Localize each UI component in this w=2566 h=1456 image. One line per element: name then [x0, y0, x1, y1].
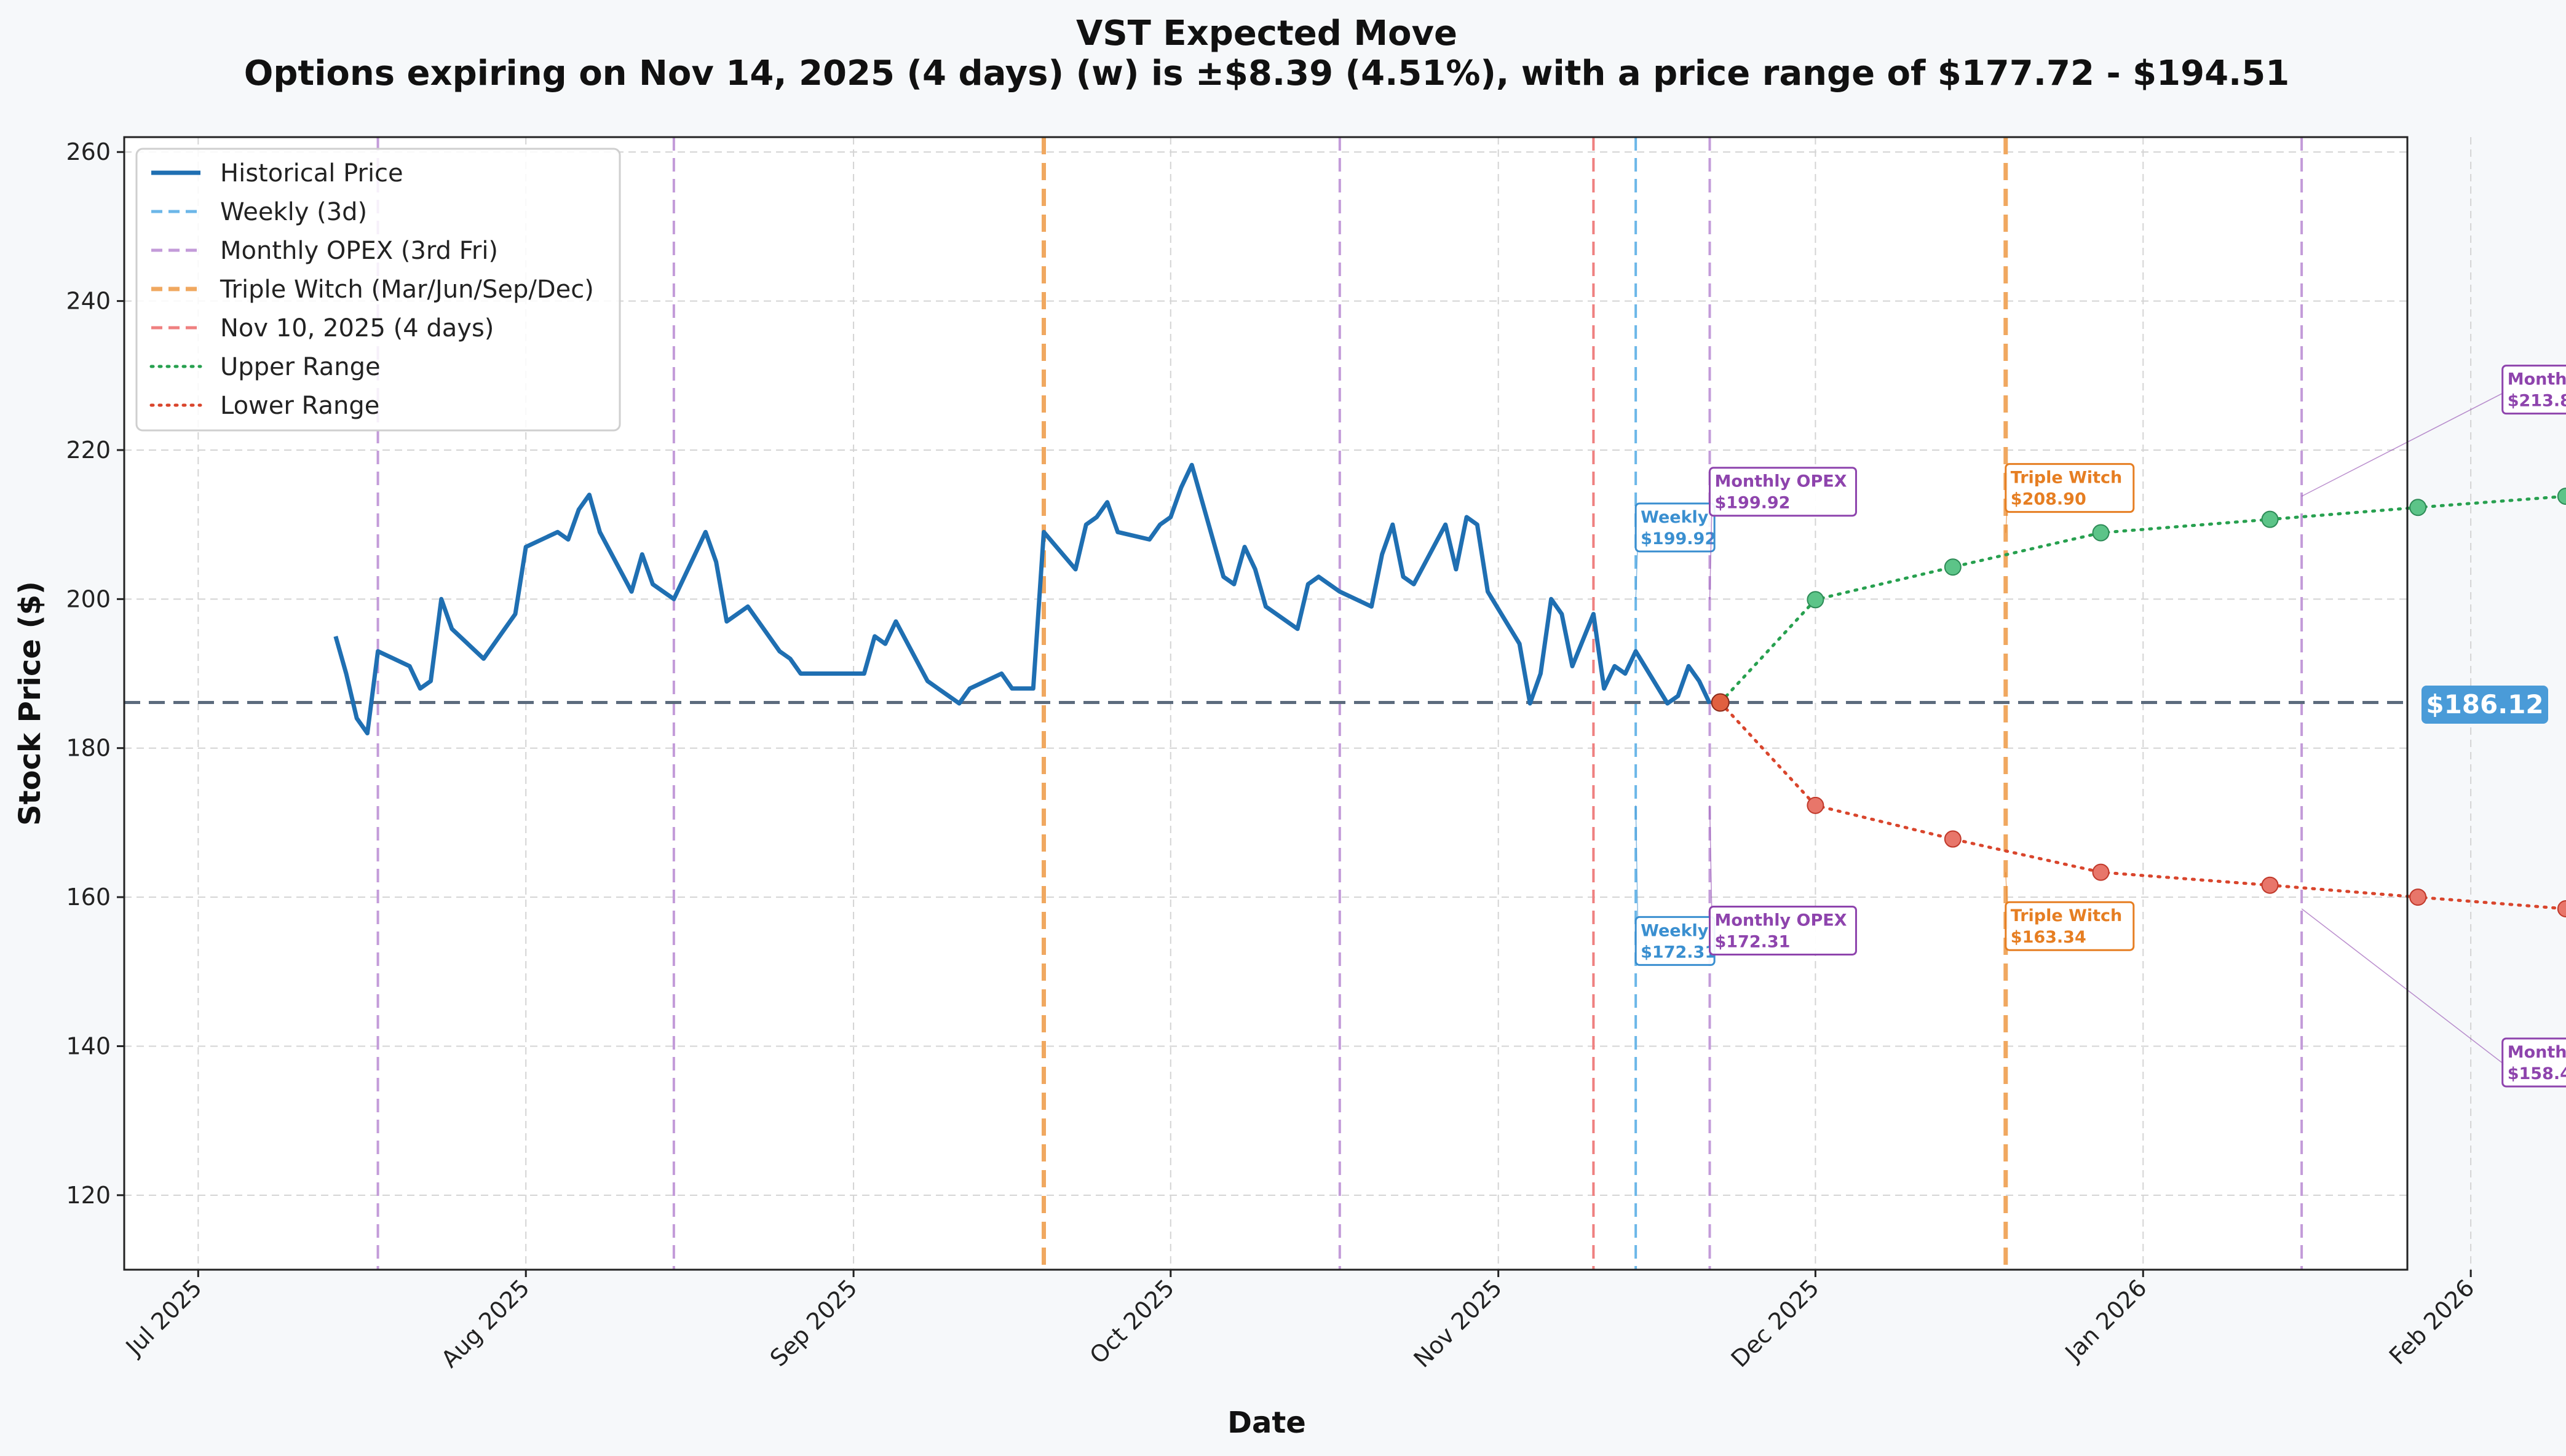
- annotation-title: Weekly: [1641, 508, 1709, 527]
- annotation-box: [1708, 905, 1857, 956]
- lower-range-point: [1944, 830, 1962, 848]
- annotation-box: [1708, 467, 1857, 517]
- annotation-box: [2005, 901, 2135, 951]
- monthly-annotation: Monthly OPEX $172.31: [1708, 805, 1857, 956]
- legend-label: Lower Range: [220, 392, 379, 420]
- upper-range-point: [2261, 510, 2279, 528]
- x-tick-label: Dec 2025: [1726, 1274, 1824, 1372]
- annotation-leader: [2301, 392, 2506, 497]
- annotation-title: Triple Witch: [2011, 906, 2123, 925]
- lower-range-point: [2409, 888, 2427, 906]
- legend-label: Nov 10, 2025 (4 days): [220, 314, 494, 342]
- annotation-value: $172.31: [1641, 943, 1716, 962]
- legend: Historical Price Weekly (3d) Monthly OPEX …: [135, 148, 621, 432]
- x-tick-label: Jan 2026: [2059, 1274, 2152, 1367]
- legend-label: Historical Price: [220, 159, 403, 188]
- annotation-leader: [2301, 908, 2506, 1066]
- upper-range-line: [1719, 494, 2566, 704]
- legend-label: Upper Range: [220, 353, 381, 381]
- y-axis-label: Stock Price ($): [13, 581, 47, 826]
- annotation-value: $213.80: [2508, 392, 2566, 411]
- annotation-box: [2501, 1037, 2566, 1088]
- annotation-title: Monthly OPEX: [2508, 1043, 2566, 1062]
- annotation-title: Monthly OPEX: [1714, 472, 1847, 491]
- chart-title: VST Expected Move: [1076, 14, 1457, 53]
- series-layer: [124, 462, 2566, 917]
- annotation-box: [1634, 502, 1716, 553]
- annotation-value: $199.92: [1641, 529, 1716, 548]
- y-tick-label: 160: [66, 884, 111, 911]
- x-tick-label: Jul 2025: [120, 1274, 207, 1361]
- y-tick-label: 140: [66, 1032, 111, 1059]
- x-tick-label: Nov 2025: [1409, 1274, 1507, 1372]
- annotation-value: $172.31: [1714, 932, 1790, 951]
- legend-label: Weekly (3d): [220, 198, 367, 226]
- y-tick-label: 180: [66, 735, 111, 762]
- triple-annotation: Triple Witch $208.90: [2005, 463, 2135, 533]
- current-price-point: [1711, 693, 1730, 712]
- annotation-value: $199.92: [1714, 494, 1790, 513]
- lower-range-point: [2092, 863, 2110, 881]
- y-tick-label: 240: [66, 288, 111, 315]
- upper-range-point: [1807, 591, 1824, 609]
- lower-range-point: [2557, 900, 2566, 917]
- triple-annotation: Triple Witch $163.34: [2005, 872, 2135, 951]
- annotation-title: Monthly OPEX: [1714, 911, 1847, 930]
- current-price-label: $186.12: [2426, 689, 2543, 719]
- lower-range-point: [2261, 876, 2279, 894]
- annotation-value: $208.90: [2011, 490, 2086, 509]
- current-price-badge-bg: [2421, 686, 2548, 724]
- annotation-value: $163.34: [2011, 928, 2086, 947]
- monthly-annotation: Monthly OPEX $199.92: [1708, 467, 1857, 600]
- chart-subtitle: Options expiring on Nov 14, 2025 (4 days…: [244, 53, 2290, 93]
- annotation-title: Monthly OPEX: [2508, 370, 2566, 389]
- x-tick-label: Sep 2025: [765, 1274, 863, 1372]
- x-tick-label: Oct 2025: [1085, 1274, 1180, 1369]
- annotation-box: [2501, 365, 2566, 415]
- monthly-annotation: Monthly OPEX $213.80: [2301, 365, 2566, 497]
- x-tick-label: Aug 2025: [436, 1274, 535, 1373]
- legend-label: Monthly OPEX (3rd Fri): [220, 237, 498, 265]
- lower-range-point: [1807, 796, 1824, 814]
- annotation-title: Triple Witch: [2011, 469, 2123, 488]
- upper-range-point: [2409, 499, 2427, 516]
- monthly-annotation: Monthly OPEX $158.44: [2301, 908, 2566, 1088]
- weekly-annotation: Weekly $172.31: [1634, 805, 1716, 966]
- lower-range-line: [1719, 701, 2566, 911]
- x-tick-label: Feb 2026: [2384, 1274, 2480, 1370]
- historical-price-line: [333, 462, 1712, 735]
- upper-range-point: [1944, 558, 1962, 576]
- x-axis-label: Date: [1227, 1406, 1306, 1440]
- upper-range-point: [2557, 488, 2566, 505]
- annotation-box: [2005, 463, 2135, 513]
- y-tick-label: 220: [66, 437, 111, 464]
- current-price-badge: $186.12: [2421, 686, 2548, 724]
- y-tick-label: 200: [66, 585, 111, 612]
- weekly-annotation: Weekly $199.92: [1634, 502, 1716, 600]
- annotation-value: $158.44: [2508, 1064, 2566, 1083]
- plot-frame: [123, 136, 2409, 1271]
- legend-label: Triple Witch (Mar/Jun/Sep/Dec): [220, 275, 594, 304]
- y-tick-label: 260: [66, 138, 111, 165]
- y-tick-label: 120: [66, 1182, 111, 1209]
- upper-range-point: [2092, 524, 2110, 542]
- annotation-layer: Weekly $199.92 Weekly $172.31 Monthly OPEX $1…: [1634, 365, 2566, 1088]
- legend-box: [135, 148, 621, 432]
- annotation-title: Weekly: [1641, 921, 1709, 940]
